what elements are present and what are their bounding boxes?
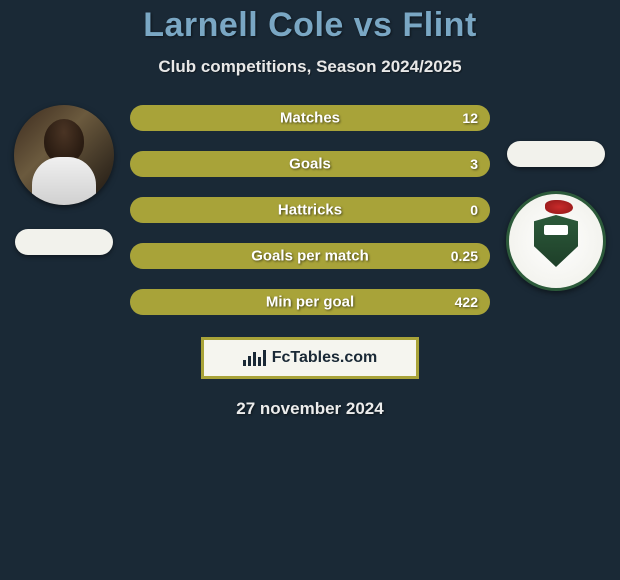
left-column	[8, 105, 120, 255]
player-photo	[14, 105, 114, 205]
stat-bar: Min per goal 422	[130, 289, 490, 315]
right-form-pill	[507, 141, 605, 167]
stat-label: Goals	[289, 156, 331, 173]
page-title: Larnell Cole vs Flint	[0, 6, 620, 45]
right-column	[500, 105, 612, 291]
stat-label: Goals per match	[251, 248, 369, 265]
stat-label: Matches	[280, 110, 340, 127]
stat-bar: Goals per match 0.25	[130, 243, 490, 269]
stat-right-value: 0	[470, 202, 478, 218]
stat-bars: Matches 12 Goals 3 Hattricks 0 Goals per match…	[120, 105, 500, 315]
subtitle: Club competitions, Season 2024/2025	[0, 57, 620, 77]
stat-bar: Matches 12	[130, 105, 490, 131]
stat-bar: Hattricks 0	[130, 197, 490, 223]
club-crest	[506, 191, 606, 291]
comparison-infographic: Larnell Cole vs Flint Club competitions,…	[0, 0, 620, 419]
left-form-pill	[15, 229, 113, 255]
stat-right-value: 422	[455, 294, 478, 310]
stat-label: Hattricks	[278, 202, 342, 219]
stat-bar: Goals 3	[130, 151, 490, 177]
stat-right-value: 3	[470, 156, 478, 172]
stat-label: Min per goal	[266, 294, 354, 311]
brand-text: FcTables.com	[272, 349, 378, 367]
compare-row: Matches 12 Goals 3 Hattricks 0 Goals per match…	[0, 105, 620, 315]
stat-right-value: 12	[462, 110, 478, 126]
stat-right-value: 0.25	[451, 248, 478, 264]
brand-badge: FcTables.com	[201, 337, 419, 379]
generation-date: 27 november 2024	[0, 399, 620, 419]
bar-chart-icon	[243, 350, 266, 366]
